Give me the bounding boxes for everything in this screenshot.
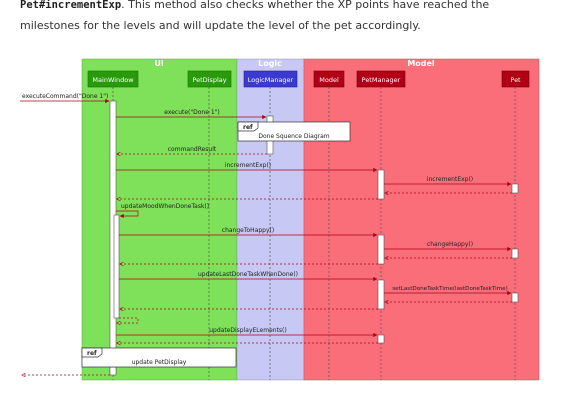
change-happy-label: changeHappy() <box>427 241 473 248</box>
execute-command-label: executeCommand("Done 1") <box>22 93 108 100</box>
main-window-label: MainWindow <box>92 76 134 84</box>
set-last-done-label: setLastDoneTaskTime(lastDoneTaskTime) <box>392 286 508 292</box>
update-display-label: updateDisplayELements() <box>209 327 286 334</box>
increment-exp-pm-label: incrementExp() <box>225 162 271 169</box>
ref-tag-1-label: ref <box>243 124 253 131</box>
pet-display-label: PetDisplay <box>192 76 226 84</box>
ui-group-label: Ui <box>154 59 163 68</box>
pet-manager-label: PetManager <box>362 76 401 84</box>
pet-label: Pet <box>510 76 521 84</box>
model-group-box <box>304 59 539 380</box>
done-sequence-label: Done Squence Diagram <box>258 133 329 140</box>
model-group-label: Model <box>407 59 435 68</box>
increment-exp-pet-label: incrementExp() <box>427 176 473 183</box>
update-pet-display-label: update PetDisplay <box>132 359 187 366</box>
change-to-happy-label: changeToHappy() <box>222 227 274 234</box>
command-result-label: commandResult <box>168 146 217 153</box>
update-mood-label: updateMoodWhenDoneTask() <box>121 203 209 210</box>
logic-group-label: Logic <box>258 59 282 68</box>
ref-tag-2-label: ref <box>87 350 97 357</box>
update-last-done-label: updateLastDoneTaskWhenDone() <box>198 271 298 278</box>
logic-manager-label: LogicManager <box>248 76 294 84</box>
model-label: Model <box>319 76 339 84</box>
execute-label: execute("Done 1") <box>164 109 220 116</box>
